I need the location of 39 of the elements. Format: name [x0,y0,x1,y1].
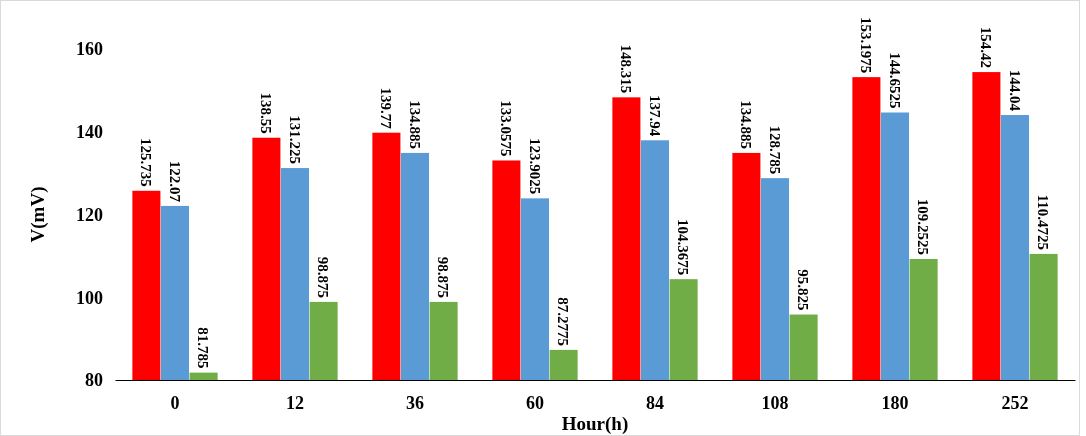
data-label: 81.785 [195,327,212,369]
data-label: 98.875 [435,256,452,298]
x-tick-label: 0 [170,392,180,413]
x-tick-label: 36 [406,392,424,413]
data-label: 123.9025 [526,138,543,195]
data-label: 153.1975 [858,16,875,74]
y-tick-label: 120 [76,204,103,225]
x-tick-label: 180 [881,392,909,413]
data-label: 109.2525 [915,198,932,255]
y-tick-label: 80 [85,370,103,391]
data-label: 144.6525 [886,52,903,109]
data-label: 98.875 [315,256,332,298]
data-label: 128.785 [766,125,783,175]
data-label: 104.3675 [675,218,692,276]
data-label: 144.04 [1006,69,1023,112]
data-label: 134.885 [738,100,755,149]
data-label: 95.825 [795,269,812,311]
x-tick-label: 60 [526,392,544,413]
data-label: 87.2775 [555,297,572,346]
data-label: 125.735 [138,138,155,187]
y-tick-label: 100 [76,287,103,308]
data-label: 139.77 [378,87,395,130]
x-tick-label: 12 [286,392,304,413]
data-label: 134.885 [406,100,423,149]
data-label: 133.0575 [498,100,515,157]
y-axis-title: V(mV) [27,186,49,243]
data-label: 110.4725 [1035,194,1052,250]
x-tick-label: 84 [646,392,664,413]
data-label: 138.55 [258,92,275,134]
x-axis-title: Hour(h) [561,413,629,435]
y-tick-label: 160 [76,39,103,60]
data-label: 131.225 [286,115,303,165]
y-tick-label: 140 [76,122,103,143]
data-label: 122.07 [166,160,183,203]
data-label: 154.42 [978,26,995,69]
x-tick-label: 108 [761,392,789,413]
data-label: 148.315 [618,44,635,94]
data-label: 137.94 [646,95,663,137]
x-tick-label: 252 [1001,392,1029,413]
